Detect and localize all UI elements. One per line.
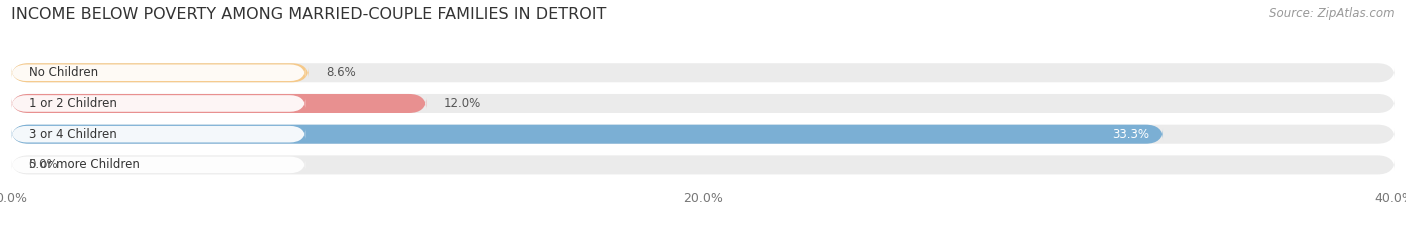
FancyBboxPatch shape (11, 94, 426, 113)
Text: 5 or more Children: 5 or more Children (28, 158, 139, 171)
Text: 8.6%: 8.6% (326, 66, 356, 79)
Text: 3 or 4 Children: 3 or 4 Children (28, 128, 117, 141)
Text: Source: ZipAtlas.com: Source: ZipAtlas.com (1270, 7, 1395, 20)
Text: 0.0%: 0.0% (28, 158, 58, 171)
FancyBboxPatch shape (11, 63, 1395, 82)
Text: INCOME BELOW POVERTY AMONG MARRIED-COUPLE FAMILIES IN DETROIT: INCOME BELOW POVERTY AMONG MARRIED-COUPL… (11, 7, 606, 22)
FancyBboxPatch shape (11, 126, 305, 142)
FancyBboxPatch shape (11, 157, 305, 173)
FancyBboxPatch shape (11, 125, 1163, 144)
FancyBboxPatch shape (11, 63, 309, 82)
FancyBboxPatch shape (11, 155, 1395, 175)
FancyBboxPatch shape (11, 65, 305, 81)
FancyBboxPatch shape (11, 125, 1395, 144)
Text: No Children: No Children (28, 66, 97, 79)
FancyBboxPatch shape (11, 95, 305, 112)
Text: 1 or 2 Children: 1 or 2 Children (28, 97, 117, 110)
FancyBboxPatch shape (11, 94, 1395, 113)
Text: 33.3%: 33.3% (1112, 128, 1149, 141)
Text: 12.0%: 12.0% (444, 97, 481, 110)
